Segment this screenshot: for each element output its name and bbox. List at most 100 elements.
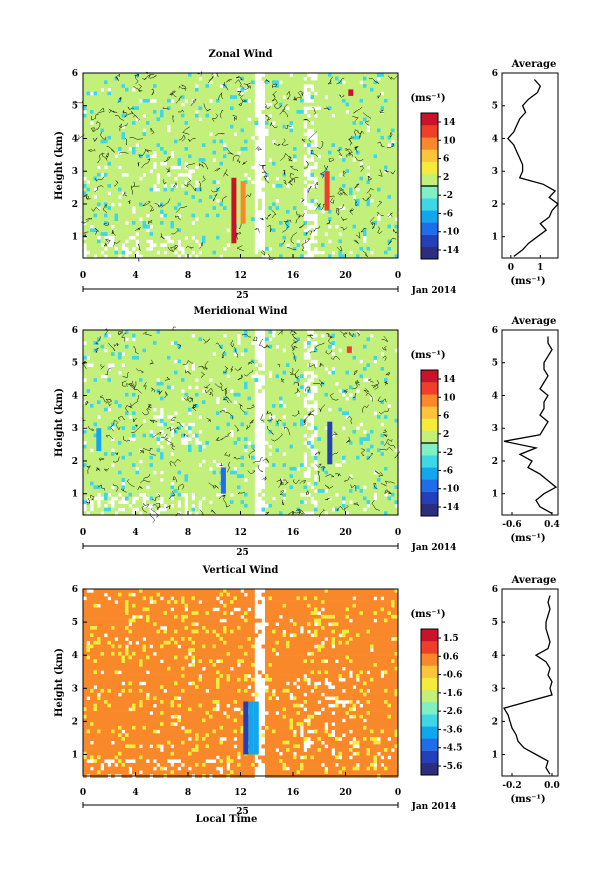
colorbar-step bbox=[421, 629, 438, 642]
y-tick-label: 4 bbox=[72, 651, 78, 661]
colorbar-tick-label: -0.6 bbox=[443, 671, 462, 681]
heatmap-field bbox=[74, 71, 399, 262]
y-tick-label: 1 bbox=[72, 233, 78, 243]
profile-y-tick-label: 3 bbox=[492, 167, 498, 177]
x-tick-label: 20 bbox=[339, 788, 352, 798]
feature-2 bbox=[248, 701, 254, 755]
colorbar-label: (ms⁻¹) bbox=[410, 350, 445, 361]
y-tick-label: 2 bbox=[72, 200, 78, 210]
profile-y-tick-label: 3 bbox=[492, 424, 498, 434]
x-tick-label: 4 bbox=[132, 271, 138, 281]
y-tick-label: 4 bbox=[72, 134, 78, 144]
profile-y-tick-label: 1 bbox=[492, 233, 498, 243]
heatmap-field bbox=[83, 589, 399, 778]
colorbar-tick-label: -4.5 bbox=[443, 744, 462, 754]
day-label: 25 bbox=[236, 548, 249, 558]
colorbar-step bbox=[421, 222, 438, 235]
colorbar-tick-label: 2 bbox=[443, 430, 449, 440]
colorbar-step bbox=[421, 382, 438, 395]
y-tick-label: 2 bbox=[72, 717, 78, 727]
feature-1 bbox=[327, 421, 333, 465]
colorbar-tick-label: 10 bbox=[443, 393, 456, 403]
x-tick-label: 0 bbox=[80, 788, 86, 798]
x-tick-label: 12 bbox=[234, 788, 247, 798]
colorbar-step bbox=[421, 161, 438, 175]
feature-4 bbox=[238, 645, 243, 649]
profile-line bbox=[503, 336, 558, 514]
profile-line bbox=[503, 595, 553, 775]
x-tick-label: 8 bbox=[185, 528, 191, 538]
bottom-x-label: Local Time bbox=[196, 814, 258, 825]
colorbar-step bbox=[421, 653, 438, 666]
colorbar-tick-label: 6 bbox=[443, 412, 449, 422]
panel-title: Zonal Wind bbox=[208, 49, 272, 60]
panel-title: Vertical Wind bbox=[202, 565, 279, 576]
colorbar-tick-label: -2.6 bbox=[443, 707, 462, 717]
profile-x-tick-label: 1 bbox=[537, 263, 543, 273]
colorbar-tick-label: -3.6 bbox=[443, 725, 462, 735]
colorbar-tick-label: -2 bbox=[443, 191, 453, 201]
y-tick-label: 6 bbox=[72, 69, 78, 79]
colorbar-step bbox=[421, 406, 438, 419]
heatmap-field bbox=[81, 326, 401, 523]
x-tick-label: 0 bbox=[395, 528, 401, 538]
x-tick-label: 12 bbox=[234, 528, 247, 538]
profile-x-tick-label: 0 bbox=[508, 263, 514, 273]
y-tick-label: 4 bbox=[72, 391, 78, 401]
profile-y-tick-label: 6 bbox=[492, 326, 498, 336]
y-tick-label: 6 bbox=[72, 585, 78, 595]
colorbar-step bbox=[421, 443, 438, 456]
colorbar: (ms⁻¹) 14 10 6 2 -2 -6 -10 -14 bbox=[410, 93, 459, 260]
colorbar-tick-label: 14 bbox=[443, 375, 456, 385]
colorbar-step bbox=[421, 173, 438, 187]
colorbar: (ms⁻¹) 14 10 6 2 -2 -6 -10 -14 bbox=[410, 350, 459, 517]
profile-x-tick-label: 0.0 bbox=[544, 781, 560, 791]
profile-panel: Average 1 2 3 4 5 6 -0.2 0.0 (ms⁻¹) bbox=[492, 575, 560, 805]
colorbar-step bbox=[421, 430, 438, 444]
profile-line bbox=[507, 79, 559, 257]
day-label: 25 bbox=[236, 807, 249, 817]
x-tick-label: 12 bbox=[234, 271, 247, 281]
colorbar-tick-label: 14 bbox=[443, 118, 456, 128]
profile-y-tick-label: 4 bbox=[492, 651, 498, 661]
feature-1 bbox=[243, 701, 249, 755]
colorbar-label: (ms⁻¹) bbox=[410, 93, 445, 104]
colorbar-tick-label: 10 bbox=[443, 136, 456, 146]
colorbar-tick-label: -14 bbox=[443, 503, 459, 513]
colorbar-step bbox=[421, 467, 438, 480]
colorbar-step bbox=[421, 491, 438, 505]
month-label: Jan 2014 bbox=[411, 802, 457, 812]
x-tick-label: 0 bbox=[80, 271, 86, 281]
profile-y-tick-label: 2 bbox=[492, 457, 498, 467]
colorbar-step bbox=[421, 738, 438, 751]
month-label: Jan 2014 bbox=[411, 286, 457, 296]
colorbar-step bbox=[421, 714, 438, 727]
colorbar-step bbox=[421, 702, 438, 715]
y-tick-label: 5 bbox=[72, 102, 78, 112]
y-tick-label: 6 bbox=[72, 326, 78, 336]
profile-x-label: (ms⁻¹) bbox=[510, 276, 545, 287]
profile-y-tick-label: 5 bbox=[492, 618, 498, 628]
y-tick-label: 3 bbox=[72, 684, 78, 694]
profile-y-tick-label: 1 bbox=[492, 490, 498, 500]
colorbar-step bbox=[421, 137, 438, 150]
colorbar-step bbox=[421, 665, 438, 678]
colorbar-label: (ms⁻¹) bbox=[410, 609, 445, 620]
y-tick-label: 2 bbox=[72, 457, 78, 467]
profile-x-label: (ms⁻¹) bbox=[510, 533, 545, 544]
y-tick-label: 3 bbox=[72, 424, 78, 434]
colorbar-tick-label: -10 bbox=[443, 228, 459, 238]
profile-frame bbox=[501, 329, 559, 516]
feature-4 bbox=[346, 346, 352, 353]
colorbar-step bbox=[421, 455, 438, 468]
profile-frame bbox=[501, 588, 559, 777]
x-tick-label: 0 bbox=[80, 528, 86, 538]
colorbar-tick-label: -5.6 bbox=[443, 762, 462, 772]
x-tick-label: 4 bbox=[132, 528, 138, 538]
colorbar-step bbox=[421, 762, 438, 776]
profile-x-tick-label: 0.4 bbox=[544, 520, 560, 530]
y-axis-label: Height (km) bbox=[54, 388, 65, 457]
